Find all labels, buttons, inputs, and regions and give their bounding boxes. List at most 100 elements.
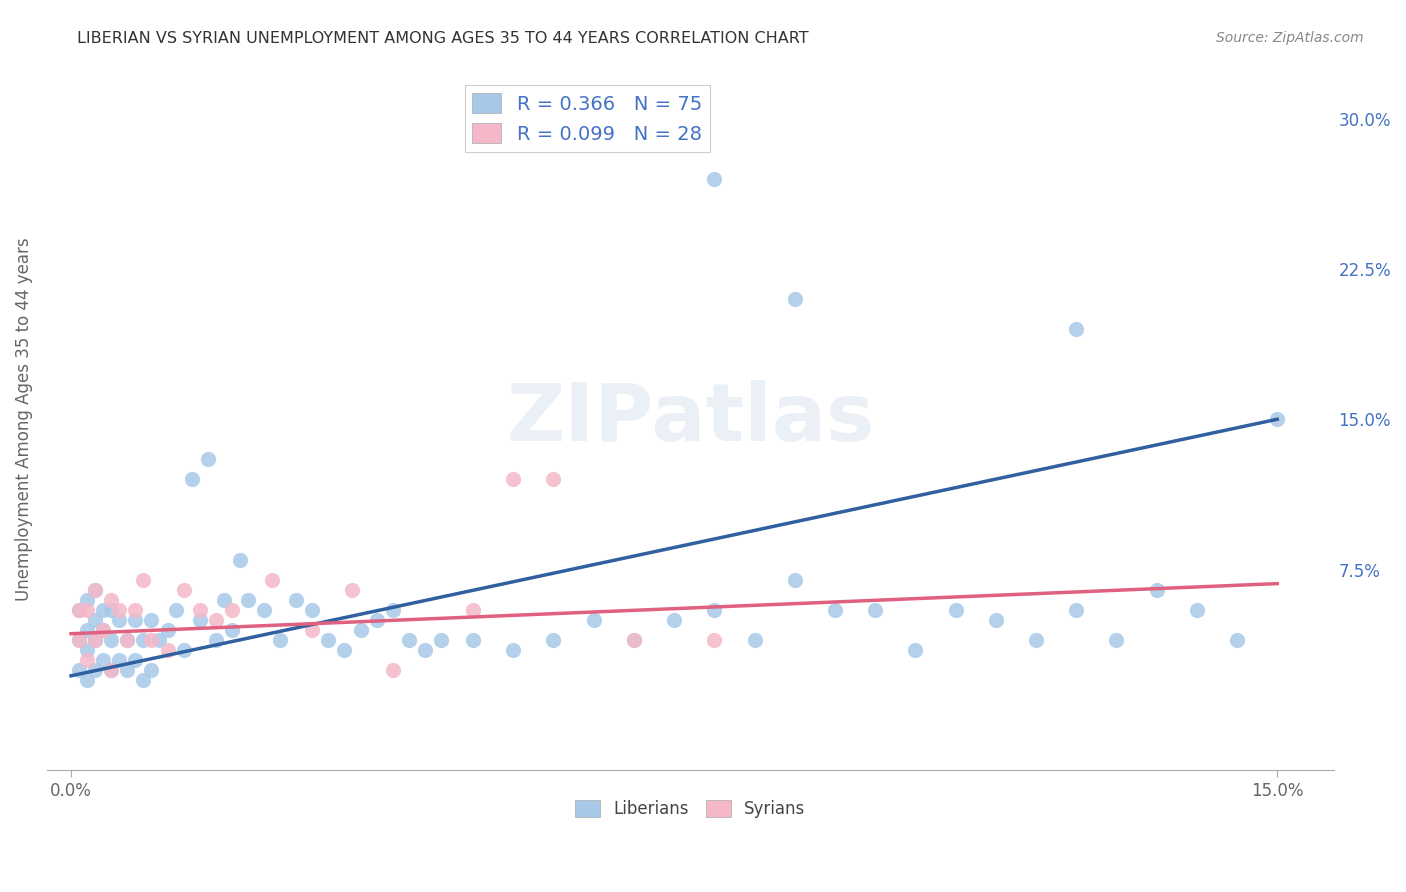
Text: Source: ZipAtlas.com: Source: ZipAtlas.com bbox=[1216, 31, 1364, 45]
Point bbox=[141, 632, 163, 647]
Point bbox=[188, 602, 211, 616]
Point bbox=[100, 592, 122, 607]
Point bbox=[132, 673, 155, 687]
Point bbox=[108, 653, 131, 667]
Point bbox=[117, 632, 139, 647]
Point bbox=[301, 623, 323, 637]
Point bbox=[543, 632, 565, 647]
Point bbox=[269, 632, 291, 647]
Point bbox=[783, 292, 806, 306]
Point bbox=[84, 663, 107, 677]
Point bbox=[623, 632, 645, 647]
Point bbox=[744, 632, 766, 647]
Point bbox=[141, 663, 163, 677]
Point bbox=[100, 663, 122, 677]
Point bbox=[124, 602, 146, 616]
Point bbox=[229, 552, 252, 566]
Point bbox=[67, 602, 90, 616]
Point bbox=[502, 642, 524, 657]
Point bbox=[100, 632, 122, 647]
Text: LIBERIAN VS SYRIAN UNEMPLOYMENT AMONG AGES 35 TO 44 YEARS CORRELATION CHART: LIBERIAN VS SYRIAN UNEMPLOYMENT AMONG AG… bbox=[77, 31, 808, 46]
Point bbox=[156, 642, 179, 657]
Point bbox=[108, 613, 131, 627]
Point bbox=[1064, 322, 1087, 336]
Point bbox=[91, 602, 114, 616]
Point bbox=[945, 602, 967, 616]
Point bbox=[349, 623, 371, 637]
Point bbox=[67, 602, 90, 616]
Point bbox=[1226, 632, 1249, 647]
Point bbox=[430, 632, 453, 647]
Point bbox=[381, 602, 404, 616]
Point bbox=[623, 632, 645, 647]
Point bbox=[84, 632, 107, 647]
Point bbox=[662, 613, 685, 627]
Y-axis label: Unemployment Among Ages 35 to 44 years: Unemployment Among Ages 35 to 44 years bbox=[15, 237, 32, 601]
Point bbox=[100, 663, 122, 677]
Point bbox=[318, 632, 340, 647]
Point bbox=[221, 623, 243, 637]
Point bbox=[173, 582, 195, 597]
Point bbox=[156, 623, 179, 637]
Point bbox=[67, 632, 90, 647]
Point bbox=[212, 592, 235, 607]
Point bbox=[1265, 412, 1288, 426]
Point bbox=[76, 602, 98, 616]
Point bbox=[84, 613, 107, 627]
Point bbox=[502, 472, 524, 486]
Point bbox=[84, 632, 107, 647]
Point bbox=[84, 582, 107, 597]
Point bbox=[76, 673, 98, 687]
Point bbox=[165, 602, 187, 616]
Point bbox=[783, 573, 806, 587]
Point bbox=[461, 602, 484, 616]
Point bbox=[863, 602, 886, 616]
Point bbox=[108, 602, 131, 616]
Point bbox=[285, 592, 308, 607]
Point bbox=[221, 602, 243, 616]
Point bbox=[76, 642, 98, 657]
Point bbox=[117, 663, 139, 677]
Point bbox=[76, 653, 98, 667]
Point bbox=[117, 632, 139, 647]
Point bbox=[148, 632, 170, 647]
Point bbox=[91, 653, 114, 667]
Point bbox=[582, 613, 605, 627]
Point bbox=[543, 472, 565, 486]
Point bbox=[703, 602, 725, 616]
Point bbox=[76, 623, 98, 637]
Point bbox=[91, 623, 114, 637]
Point bbox=[67, 632, 90, 647]
Legend: Liberians, Syrians: Liberians, Syrians bbox=[568, 793, 811, 825]
Point bbox=[342, 582, 364, 597]
Point bbox=[984, 613, 1007, 627]
Point bbox=[67, 663, 90, 677]
Point bbox=[333, 642, 356, 657]
Point bbox=[703, 171, 725, 186]
Point bbox=[1025, 632, 1047, 647]
Point bbox=[204, 613, 226, 627]
Point bbox=[398, 632, 420, 647]
Point bbox=[100, 602, 122, 616]
Point bbox=[124, 653, 146, 667]
Point bbox=[461, 632, 484, 647]
Point bbox=[413, 642, 436, 657]
Point bbox=[197, 452, 219, 467]
Point bbox=[180, 472, 202, 486]
Point bbox=[132, 573, 155, 587]
Point bbox=[173, 642, 195, 657]
Point bbox=[204, 632, 226, 647]
Point bbox=[76, 592, 98, 607]
Point bbox=[1105, 632, 1128, 647]
Point bbox=[141, 613, 163, 627]
Point bbox=[91, 623, 114, 637]
Point bbox=[904, 642, 927, 657]
Point bbox=[260, 573, 283, 587]
Point bbox=[824, 602, 846, 616]
Point bbox=[132, 632, 155, 647]
Point bbox=[381, 663, 404, 677]
Point bbox=[366, 613, 388, 627]
Point bbox=[236, 592, 259, 607]
Point bbox=[301, 602, 323, 616]
Point bbox=[703, 632, 725, 647]
